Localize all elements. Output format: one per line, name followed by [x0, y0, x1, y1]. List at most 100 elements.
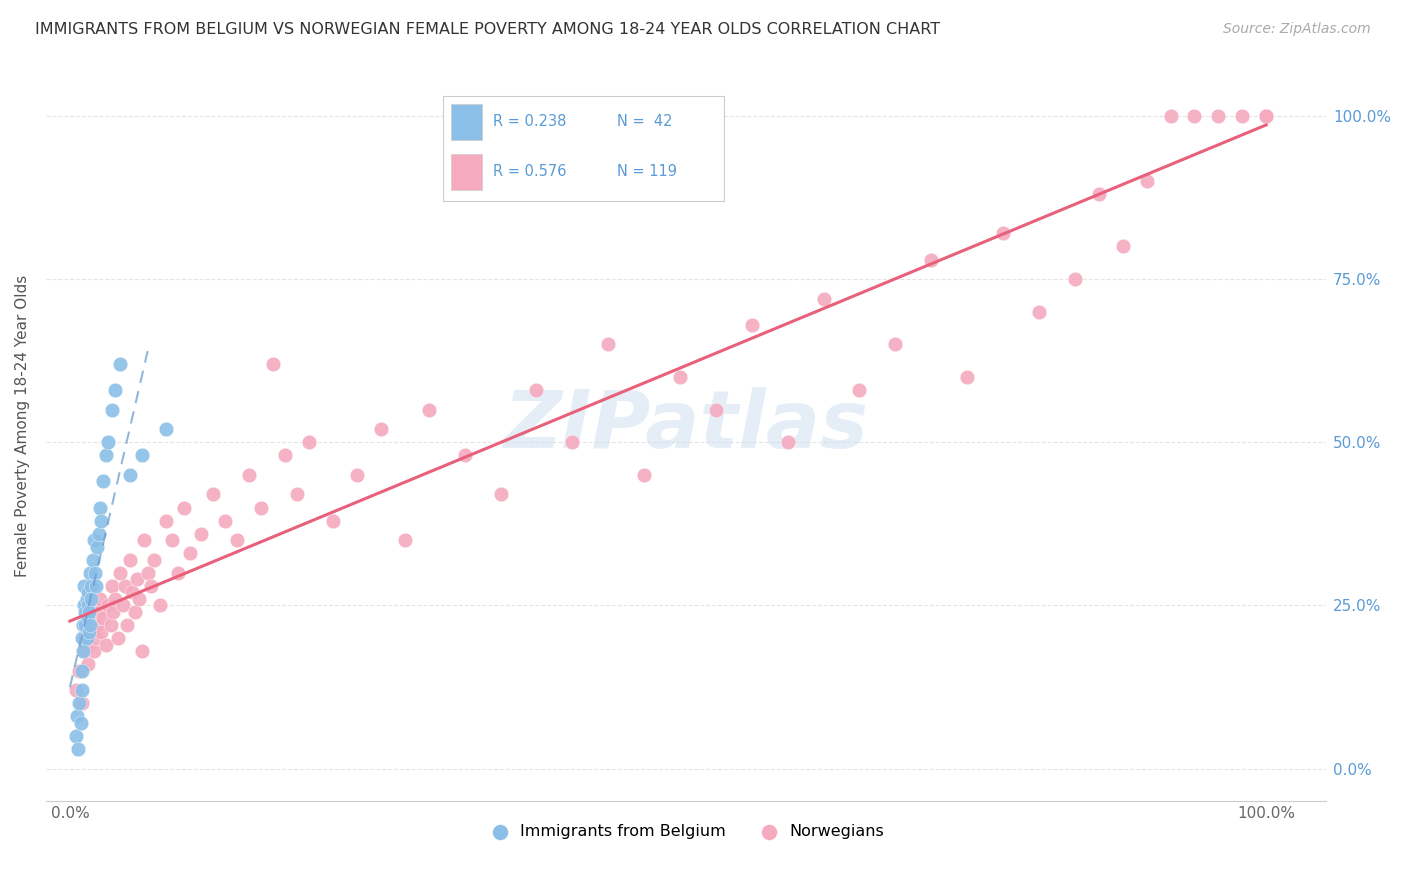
Point [1184, 109, 1206, 123]
Point [173, 500, 195, 515]
Point [75, 605, 97, 619]
Point [84, 631, 107, 645]
Point [66, 709, 89, 723]
Point [70, 683, 93, 698]
Point [1256, 109, 1278, 123]
Legend: Immigrants from Belgium, Norwegians: Immigrants from Belgium, Norwegians [481, 818, 890, 846]
Point [93, 611, 115, 625]
Point [190, 526, 212, 541]
Point [104, 383, 127, 397]
Point [100, 618, 122, 632]
Point [132, 533, 155, 548]
Point [322, 514, 344, 528]
Point [1160, 109, 1182, 123]
Point [1256, 109, 1278, 123]
Point [155, 422, 177, 436]
Point [82, 553, 104, 567]
Point [1136, 174, 1159, 188]
Point [128, 591, 150, 606]
Point [920, 252, 942, 267]
Point [80, 579, 103, 593]
Point [1256, 109, 1278, 123]
Point [97, 599, 120, 613]
Point [1256, 109, 1278, 123]
Point [76, 618, 98, 632]
Text: ZIPatlas: ZIPatlas [503, 387, 869, 465]
Point [76, 611, 98, 625]
Point [131, 644, 153, 658]
Point [1028, 304, 1050, 318]
Point [1256, 109, 1278, 123]
Point [90, 624, 112, 639]
Point [108, 566, 131, 580]
Point [238, 467, 260, 482]
Point [1256, 109, 1278, 123]
Point [65, 729, 87, 743]
Point [776, 435, 799, 450]
Point [82, 599, 104, 613]
Point [1256, 109, 1278, 123]
Point [1063, 272, 1085, 286]
Point [83, 533, 105, 548]
Point [73, 644, 96, 658]
Point [69, 715, 91, 730]
Point [1256, 109, 1278, 123]
Point [1256, 109, 1278, 123]
Point [79, 566, 101, 580]
Point [1256, 109, 1278, 123]
Point [848, 383, 870, 397]
Point [1256, 109, 1278, 123]
Point [84, 566, 107, 580]
Point [141, 579, 163, 593]
Point [274, 448, 297, 462]
Point [70, 696, 93, 710]
Point [346, 467, 368, 482]
Point [1256, 109, 1278, 123]
Point [89, 500, 111, 515]
Point [75, 631, 97, 645]
Point [73, 579, 96, 593]
Point [884, 337, 907, 351]
Point [166, 566, 188, 580]
Point [72, 644, 94, 658]
Point [77, 605, 100, 619]
Point [118, 553, 141, 567]
Point [86, 540, 108, 554]
Point [1256, 109, 1278, 123]
Point [75, 618, 97, 632]
Point [160, 533, 183, 548]
Point [77, 624, 100, 639]
Point [704, 402, 727, 417]
Point [956, 370, 979, 384]
Point [80, 611, 103, 625]
Point [285, 487, 308, 501]
Point [125, 572, 148, 586]
Point [1256, 109, 1278, 123]
Point [104, 591, 127, 606]
Point [93, 475, 115, 489]
Point [1256, 109, 1278, 123]
Point [454, 448, 477, 462]
Point [1256, 109, 1278, 123]
Point [79, 618, 101, 632]
Point [1256, 109, 1278, 123]
Point [118, 467, 141, 482]
Text: IMMIGRANTS FROM BELGIUM VS NORWEGIAN FEMALE POVERTY AMONG 18-24 YEAR OLDS CORREL: IMMIGRANTS FROM BELGIUM VS NORWEGIAN FEM… [35, 22, 941, 37]
Point [94, 448, 117, 462]
Point [87, 526, 110, 541]
Point [214, 514, 236, 528]
Point [76, 599, 98, 613]
Point [108, 357, 131, 371]
Point [250, 500, 273, 515]
Point [526, 383, 548, 397]
Point [669, 370, 692, 384]
Point [65, 683, 87, 698]
Point [94, 638, 117, 652]
Point [111, 599, 134, 613]
Point [202, 487, 225, 501]
Point [1208, 109, 1230, 123]
Point [83, 644, 105, 658]
Point [226, 533, 249, 548]
Point [70, 664, 93, 678]
Point [124, 605, 146, 619]
